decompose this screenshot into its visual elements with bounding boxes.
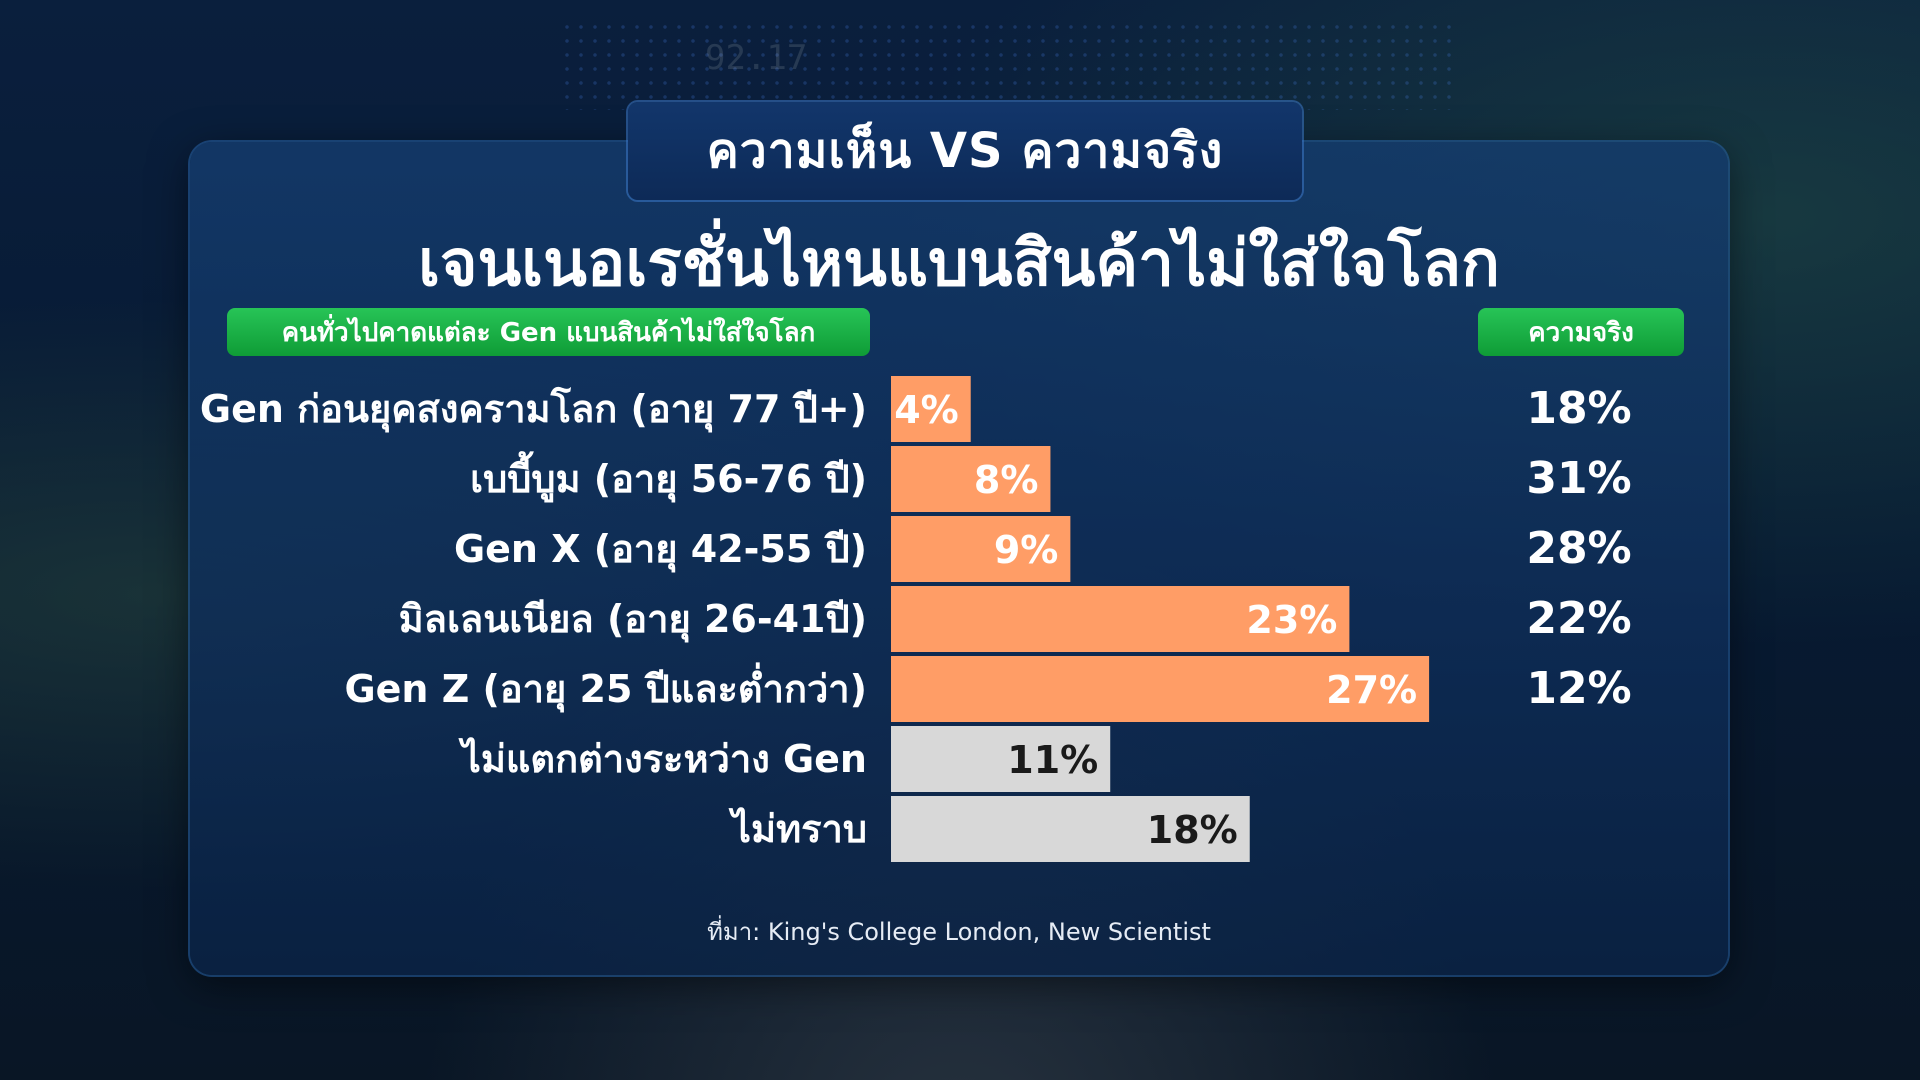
perceived-bar xyxy=(891,446,1051,512)
category-label: ไม่ทราบ xyxy=(728,807,867,851)
background-text: 92.17 xyxy=(705,38,808,78)
headline: เจนเนอเรชั่นไหนแบนสินค้าไม่ใส่ใจโลก xyxy=(418,227,1500,301)
reality-value-label: 28% xyxy=(1526,523,1631,574)
perceived-value-label: 18% xyxy=(1147,808,1238,852)
perceived-bar xyxy=(891,376,971,442)
perceived-value-label: 8% xyxy=(974,458,1039,502)
perceived-value-label: 27% xyxy=(1326,668,1417,712)
legend-reality: ความจริง xyxy=(1478,308,1684,356)
background-dot-pattern xyxy=(560,20,1460,110)
category-label: Gen X (อายุ 42-55 ปี) xyxy=(454,527,867,573)
perceived-bar xyxy=(891,796,1250,862)
reality-value-label: 31% xyxy=(1526,453,1631,504)
perceived-value-label: 23% xyxy=(1246,598,1337,642)
category-label: มิลเลนเนียล (อายุ 26-41ปี) xyxy=(399,597,867,643)
perceived-bar xyxy=(891,726,1111,792)
badge-title: ความเห็น VS ความจริง xyxy=(628,102,1302,200)
source-note: ที่มา: King's College London, New Scient… xyxy=(707,918,1211,946)
perceived-bar xyxy=(891,656,1430,722)
category-label: เบบี้บูม (อายุ 56-76 ปี) xyxy=(470,451,867,503)
perceived-value-label: 9% xyxy=(994,528,1059,572)
category-label: Gen ก่อนยุคสงครามโลก (อายุ 77 ปี+) xyxy=(200,386,867,433)
reality-value-label: 12% xyxy=(1526,663,1631,714)
perceived-value-label: 11% xyxy=(1007,738,1098,782)
reality-value-label: 22% xyxy=(1526,593,1631,644)
category-label: Gen Z (อายุ 25 ปีและต่ำกว่า) xyxy=(344,662,867,713)
perceived-bar xyxy=(891,586,1350,652)
perceived-value-label: 4% xyxy=(894,388,959,432)
category-label: ไม่แตกต่างระหว่าง Gen xyxy=(458,737,867,781)
legend-perceived: คนทั่วไปคาดแต่ละ Gen แบนสินค้าไม่ใส่ใจโล… xyxy=(227,308,870,356)
reality-value-label: 18% xyxy=(1526,383,1631,434)
perceived-bar xyxy=(891,516,1071,582)
